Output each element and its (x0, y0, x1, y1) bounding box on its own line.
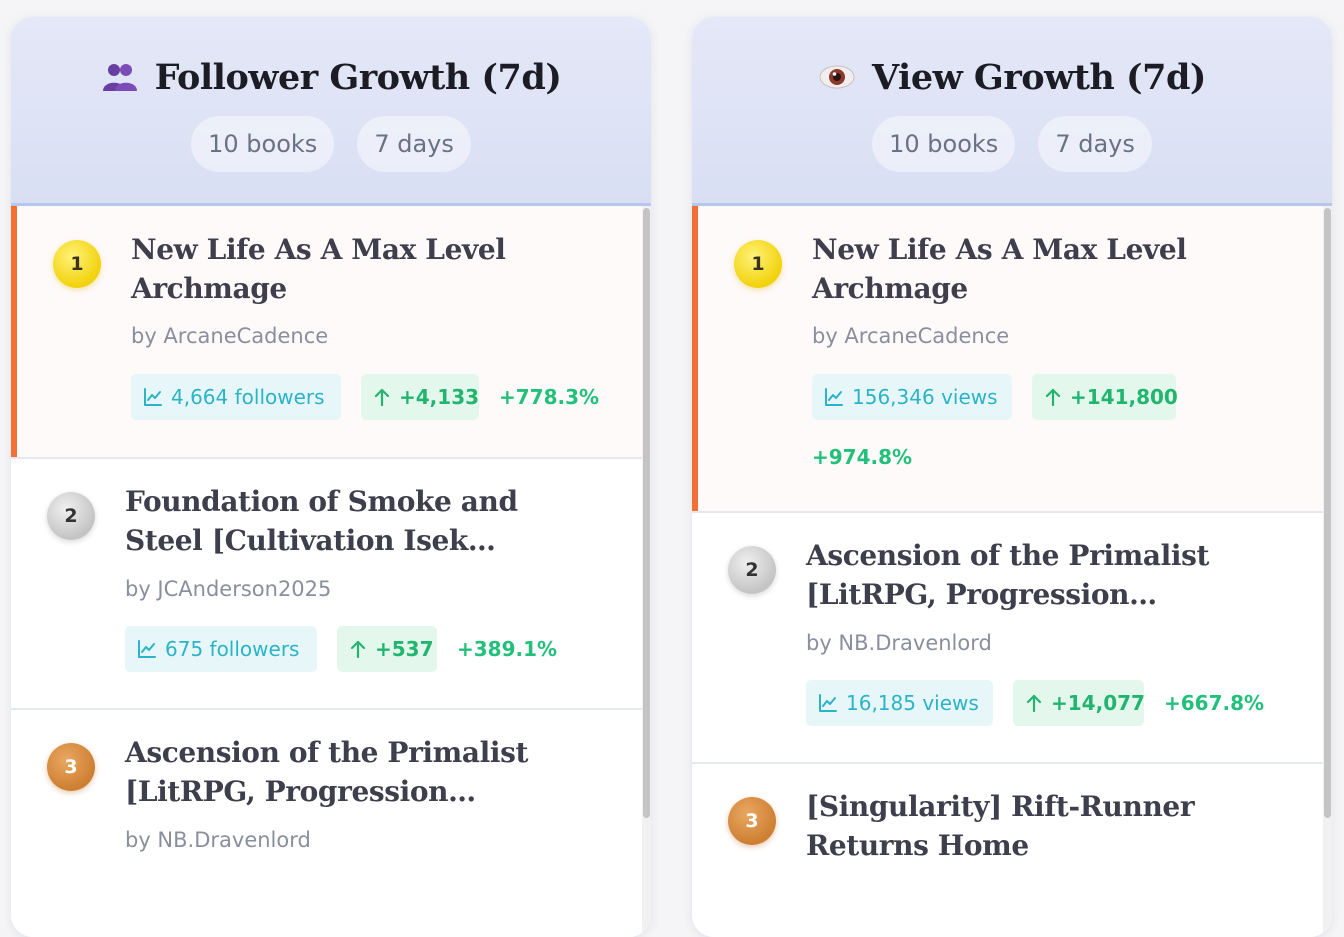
book-author: by JCAnderson2025 (125, 577, 332, 601)
trend-chart-icon (825, 388, 843, 406)
list-scrollbar[interactable] (642, 206, 651, 937)
arrow-up-icon (374, 388, 390, 407)
list-item[interactable]: 3 [Singularity] Rift-Runner Returns Home (692, 764, 1332, 937)
percent-growth: +389.1% (457, 637, 558, 661)
rank-badge: 2 (728, 546, 776, 594)
trend-chart-icon (819, 694, 837, 712)
rank-badge: 3 (47, 743, 95, 791)
days-chip: 7 days (357, 116, 471, 172)
books-count-chip: 10 books (191, 116, 335, 172)
book-author: by NB.Dravenlord (125, 828, 311, 852)
book-author: by ArcaneCadence (131, 324, 329, 348)
book-title[interactable]: Ascension of the Primalist [LitRPG, Prog… (125, 736, 528, 808)
gain-chip: +4,133 (361, 374, 479, 420)
gain-label: +141,800 (1070, 385, 1178, 409)
book-title[interactable]: [Singularity] Rift-Runner Returns Home (806, 790, 1195, 862)
percent-growth: +778.3% (499, 385, 600, 409)
book-title[interactable]: New Life As A Max Level Archmage (131, 233, 506, 305)
rank-badge: 1 (53, 240, 101, 288)
followers-total-label: 675 followers (165, 637, 300, 661)
ranking-list[interactable]: 1 New Life As A Max Level Archmage by Ar… (11, 206, 651, 937)
gain-chip: +537 (337, 626, 437, 672)
ranking-list[interactable]: 1 New Life As A Max Level Archmage by Ar… (692, 206, 1332, 937)
views-total-label: 16,185 views (846, 691, 979, 715)
percent-growth: +667.8% (1164, 691, 1265, 715)
book-title[interactable]: Ascension of the Primalist [LitRPG, Prog… (806, 539, 1209, 611)
trend-chart-icon (138, 640, 156, 658)
list-item[interactable]: 2 Ascension of the Primalist [LitRPG, Pr… (692, 513, 1332, 764)
percent-growth: +974.8% (812, 445, 913, 469)
book-title[interactable]: New Life As A Max Level Archmage (812, 233, 1187, 305)
view-growth-panel: View Growth (7d) 10 books 7 days 1 New L… (692, 17, 1332, 937)
books-count-chip: 10 books (872, 116, 1016, 172)
eye-icon (819, 65, 855, 89)
panel-meta-chips: 10 books 7 days (11, 116, 651, 172)
panel-title: Follower Growth (7d) (11, 53, 651, 101)
panel-meta-chips: 10 books 7 days (692, 116, 1332, 172)
panel-header: View Growth (7d) 10 books 7 days (692, 17, 1332, 206)
gain-label: +537 (375, 637, 434, 661)
views-total-label: 156,346 views (852, 385, 998, 409)
book-title[interactable]: Foundation of Smoke and Steel [Cultivati… (125, 485, 518, 557)
rank-badge: 3 (728, 797, 776, 845)
views-total-chip: 156,346 views (812, 374, 1012, 420)
panel-title-text: View Growth (7d) (872, 56, 1206, 98)
book-author: by NB.Dravenlord (806, 631, 992, 655)
rank-badge: 2 (47, 492, 95, 540)
trend-chart-icon (144, 388, 162, 406)
gain-label: +14,077 (1051, 691, 1145, 715)
list-item[interactable]: 1 New Life As A Max Level Archmage by Ar… (11, 206, 651, 459)
book-author: by ArcaneCadence (812, 324, 1010, 348)
list-item[interactable]: 3 Ascension of the Primalist [LitRPG, Pr… (11, 710, 651, 937)
people-icon (102, 64, 137, 91)
followers-total-chip: 675 followers (125, 626, 317, 672)
scrollbar-thumb[interactable] (1324, 208, 1331, 818)
gain-chip: +14,077 (1013, 680, 1145, 726)
panel-title: View Growth (7d) (692, 53, 1332, 101)
days-chip: 7 days (1038, 116, 1152, 172)
views-total-chip: 16,185 views (806, 680, 993, 726)
followers-total-chip: 4,664 followers (131, 374, 341, 420)
arrow-up-icon (1045, 388, 1061, 407)
scrollbar-thumb[interactable] (643, 208, 650, 818)
panel-title-text: Follower Growth (7d) (154, 56, 562, 98)
panel-header: Follower Growth (7d) 10 books 7 days (11, 17, 651, 206)
follower-growth-panel: Follower Growth (7d) 10 books 7 days 1 N… (11, 17, 651, 937)
gain-label: +4,133 (399, 385, 480, 409)
gain-chip: +141,800 (1032, 374, 1178, 420)
rank-badge: 1 (734, 240, 782, 288)
list-item[interactable]: 1 New Life As A Max Level Archmage by Ar… (692, 206, 1332, 513)
followers-total-label: 4,664 followers (171, 385, 325, 409)
list-item[interactable]: 2 Foundation of Smoke and Steel [Cultiva… (11, 459, 651, 710)
arrow-up-icon (1026, 694, 1042, 713)
list-scrollbar[interactable] (1323, 206, 1332, 937)
arrow-up-icon (350, 640, 366, 659)
